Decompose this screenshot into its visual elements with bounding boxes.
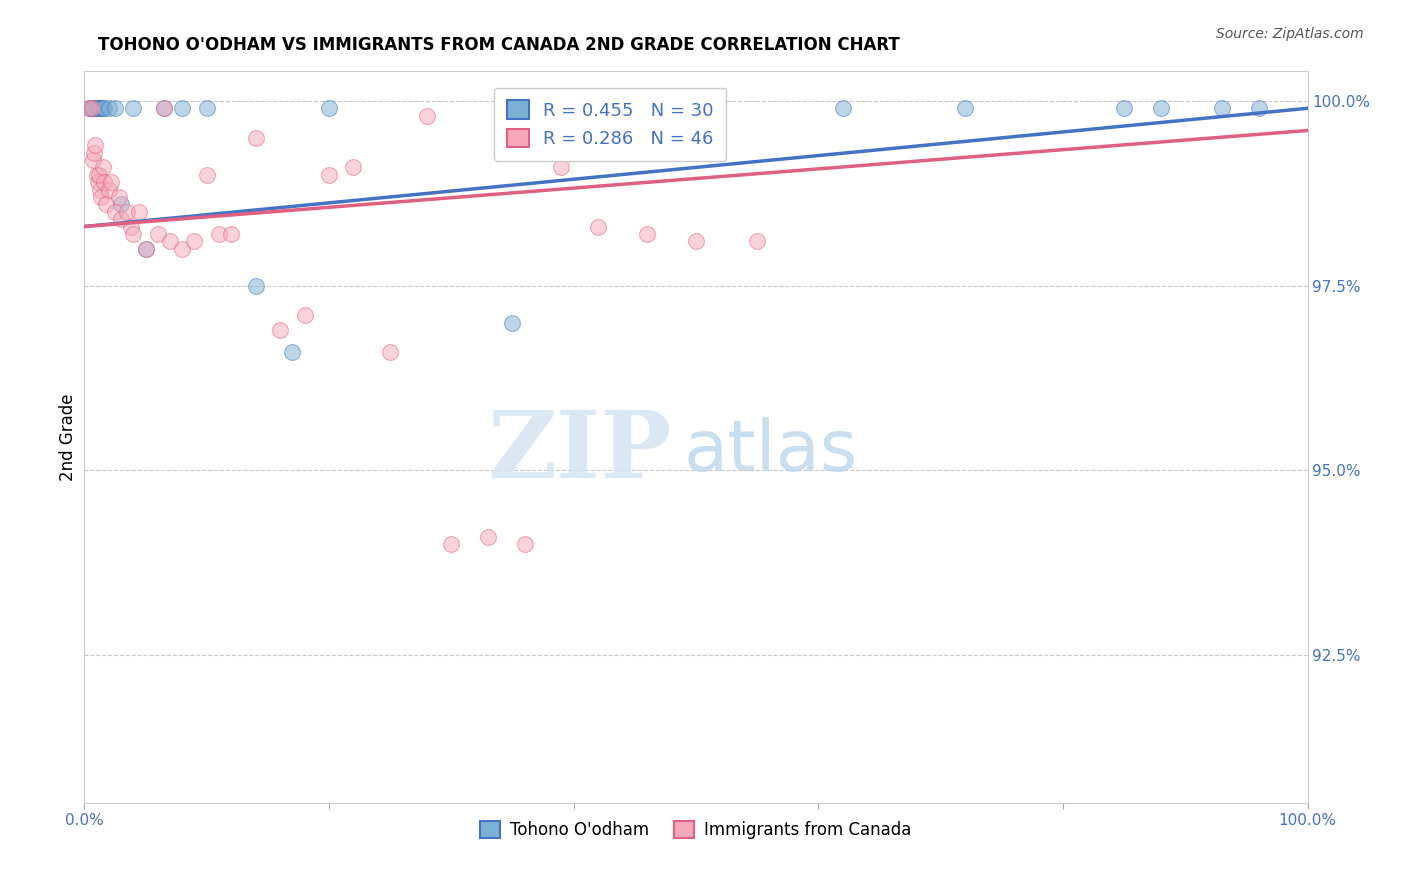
Point [747,235,769,249]
Point [91,161,114,175]
Point [97,101,120,115]
Point [153,101,176,115]
Point [86,168,108,182]
Point [153,101,176,115]
Point [87,101,110,115]
Point [477,530,499,544]
Point [380,345,402,359]
Text: ZIP: ZIP [488,407,672,497]
Point [89,101,111,115]
Point [172,101,194,115]
Point [245,131,267,145]
Point [80,101,103,115]
Point [195,168,218,182]
Point [110,212,132,227]
Point [685,235,707,249]
Point [83,101,105,115]
Legend: Tohono O'odham, Immigrants from Canada: Tohono O'odham, Immigrants from Canada [474,814,918,846]
Point [84,138,107,153]
Point [1247,101,1270,115]
Point [91,101,114,115]
Point [953,101,976,115]
Point [513,537,536,551]
Point [1114,101,1136,115]
Point [416,109,439,123]
Point [87,175,110,189]
Point [110,197,132,211]
Point [294,308,316,322]
Point [83,145,105,160]
Point [104,101,127,115]
Point [636,227,658,241]
Point [115,204,138,219]
Point [82,153,104,167]
Text: Source: ZipAtlas.com: Source: ZipAtlas.com [1216,27,1364,41]
Point [100,175,122,189]
Point [281,345,304,359]
Point [84,101,107,115]
Text: TOHONO O'ODHAM VS IMMIGRANTS FROM CANADA 2ND GRADE CORRELATION CHART: TOHONO O'ODHAM VS IMMIGRANTS FROM CANADA… [98,36,900,54]
Point [135,242,157,256]
Point [90,101,112,115]
Point [318,101,340,115]
Point [586,219,609,234]
Point [172,242,194,256]
Point [502,316,524,330]
Point [1150,101,1173,115]
Point [90,190,112,204]
Point [82,101,104,115]
Point [128,204,150,219]
Point [89,183,111,197]
Point [183,235,205,249]
Point [80,101,103,115]
Point [318,168,340,182]
Point [135,242,157,256]
Point [96,197,118,211]
Point [87,168,110,182]
Point [107,190,129,204]
Y-axis label: 2nd Grade: 2nd Grade [59,393,77,481]
Point [120,219,142,234]
Point [77,101,100,115]
Point [550,161,572,175]
Point [831,101,853,115]
Point [159,235,181,249]
Point [440,537,463,551]
Point [342,161,364,175]
Point [104,204,127,219]
Point [269,323,291,337]
Point [195,101,218,115]
Text: atlas: atlas [683,417,858,486]
Point [97,183,120,197]
Point [208,227,231,241]
Point [122,101,145,115]
Point [1211,101,1233,115]
Point [245,278,267,293]
Point [93,101,115,115]
Point [146,227,169,241]
Point [86,101,108,115]
Point [122,227,145,241]
Point [87,101,110,115]
Point [219,227,242,241]
Point [77,101,100,115]
Point [93,175,115,189]
